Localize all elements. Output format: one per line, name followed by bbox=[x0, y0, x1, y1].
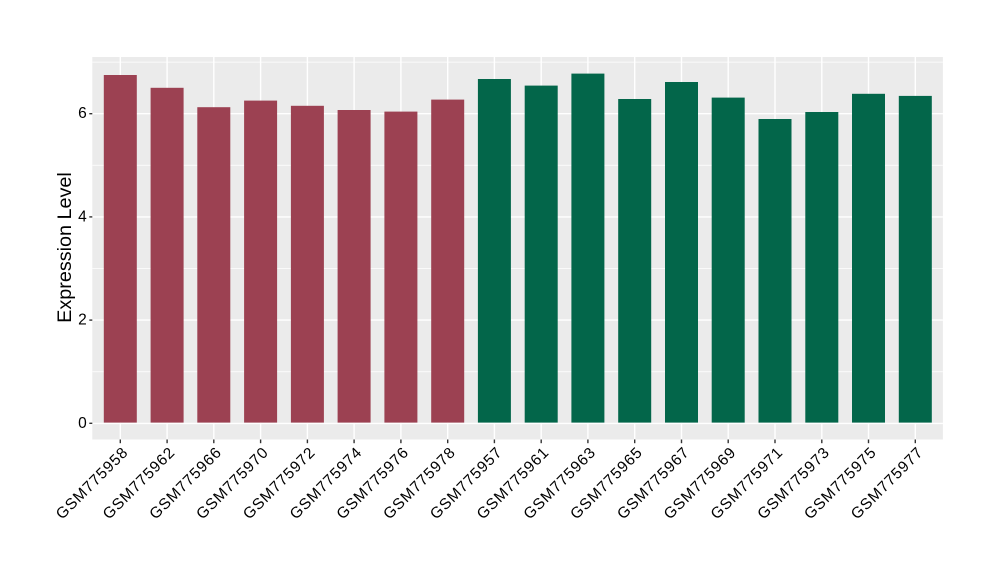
svg-text:6: 6 bbox=[78, 105, 87, 122]
svg-text:0: 0 bbox=[78, 415, 87, 432]
svg-text:Expression Level: Expression Level bbox=[54, 172, 76, 323]
svg-text:4: 4 bbox=[78, 208, 87, 225]
svg-text:2: 2 bbox=[78, 312, 87, 329]
